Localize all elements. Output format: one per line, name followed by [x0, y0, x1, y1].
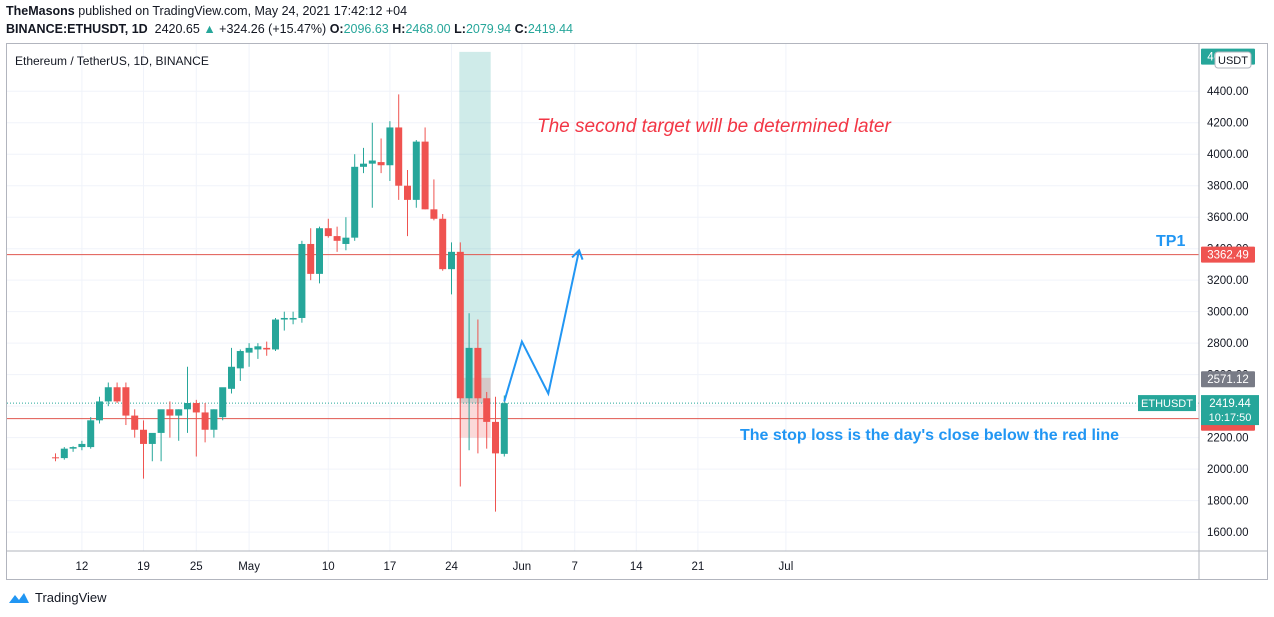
open-value: 2096.63: [343, 22, 389, 36]
close-label: C:: [514, 22, 528, 36]
publisher-name[interactable]: TheMasons: [6, 4, 75, 18]
symbol-label: BINANCE:ETHUSDT, 1D: [6, 22, 148, 36]
tradingview-logo-icon: [9, 592, 29, 603]
published-text: published on TradingView.com, May 24, 20…: [78, 4, 408, 18]
high-label: H:: [392, 22, 406, 36]
open-label: O:: [329, 22, 344, 36]
change-arrow-icon: ▲: [203, 22, 216, 36]
low-value: 2079.94: [465, 22, 512, 36]
ohlc-line: BINANCE:ETHUSDT, 1D 2420.65 ▲ +324.26 (+…: [6, 22, 573, 36]
change-value: +324.26 (+15.47%): [219, 22, 327, 36]
publish-line: TheMasons published on TradingView.com, …: [6, 4, 407, 18]
high-value: 2468.00: [405, 22, 451, 36]
last-price: 2420.65: [154, 22, 200, 36]
footer[interactable]: TradingView: [8, 590, 107, 605]
footer-brand: TradingView: [35, 590, 107, 605]
chart-frame: [6, 43, 1268, 580]
low-label: L:: [454, 22, 466, 36]
close-value: 2419.44: [527, 22, 573, 36]
